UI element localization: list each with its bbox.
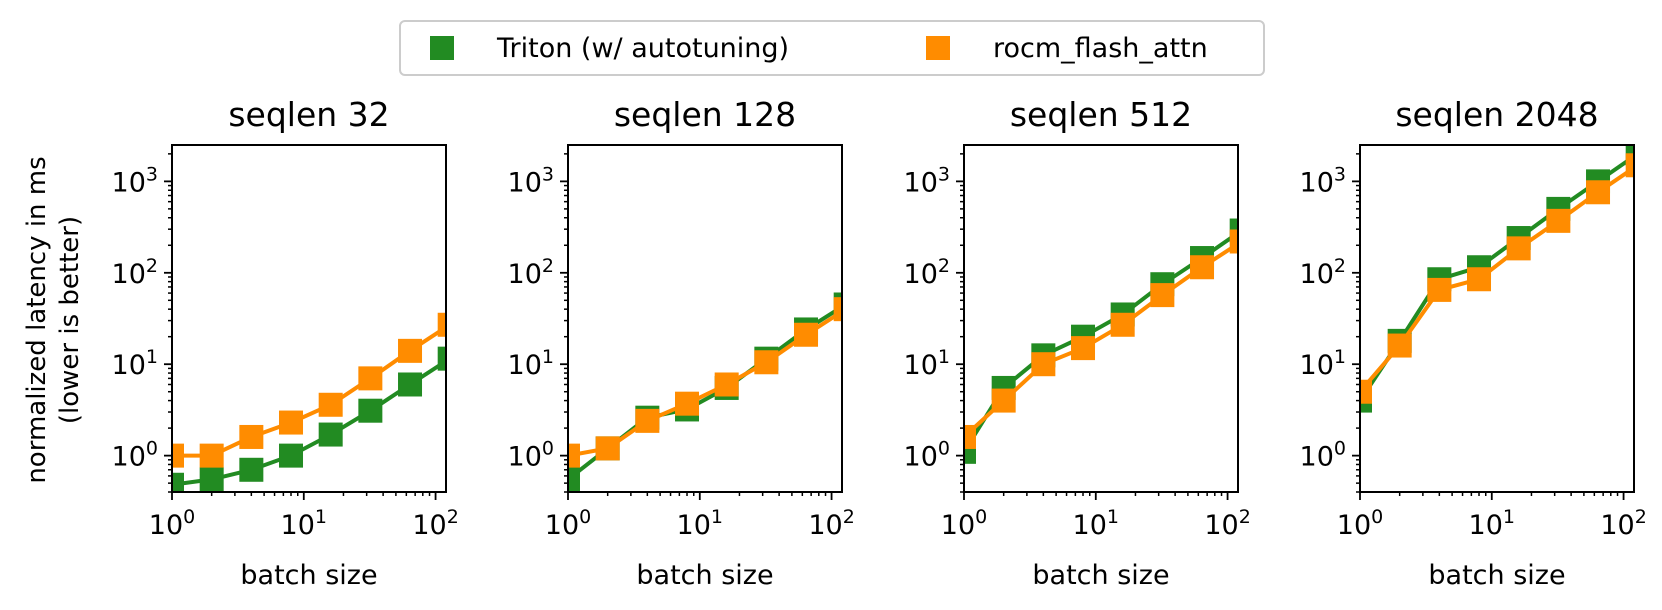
y-tick-label: 100	[112, 438, 158, 473]
x-tick-label: 100	[149, 506, 195, 541]
data-point	[1586, 180, 1611, 205]
panel-3: seqlen 2048 batch size 100 101 102 100 101 102 1…	[1300, 95, 1647, 591]
x-tick-label: 101	[677, 506, 723, 541]
x-tick-label: 101	[1469, 506, 1515, 541]
data-point	[1190, 255, 1215, 280]
data-point	[318, 392, 343, 417]
data-point	[1427, 277, 1452, 302]
data-point	[437, 346, 446, 371]
y-tick-label: 101	[112, 346, 158, 381]
x-tick-label: 100	[941, 506, 987, 541]
legend-label-1: rocm_flash_attn	[993, 33, 1208, 64]
data-point	[1467, 267, 1492, 292]
y-tick-label: 102	[1300, 255, 1346, 290]
data-point	[1229, 229, 1238, 254]
y-axis-label-line2: (lower is better)	[55, 216, 85, 424]
data-point	[437, 312, 446, 337]
data-point	[991, 388, 1016, 413]
data-point	[172, 443, 184, 468]
x-axis-label: batch size	[636, 560, 773, 591]
x-tick-label: 100	[1337, 506, 1383, 541]
data-point	[318, 422, 343, 447]
data-point	[1031, 352, 1056, 377]
y-tick-label: 103	[112, 163, 158, 198]
y-tick-label: 103	[508, 163, 554, 198]
panel-title: seqlen 2048	[1395, 95, 1598, 134]
panel-data	[1360, 145, 1634, 413]
data-point	[279, 443, 304, 468]
data-point	[358, 366, 383, 391]
legend-box: Triton (w/ autotuning) rocm_flash_attn	[399, 20, 1265, 76]
x-tick-label: 102	[1204, 506, 1250, 541]
legend-label-0: Triton (w/ autotuning)	[496, 33, 789, 64]
data-point	[239, 424, 264, 449]
y-axis-label: normalized latency in ms (lower is better…	[22, 156, 85, 483]
data-point	[1506, 236, 1531, 261]
x-tick-label: 101	[1073, 506, 1119, 541]
plot-frame	[1359, 144, 1635, 493]
data-point	[239, 457, 264, 482]
panel-1: seqlen 128 batch size 100 101 102 100 101 102 10…	[508, 95, 855, 591]
x-tick-label: 102	[412, 506, 458, 541]
y-tick-label: 101	[904, 346, 950, 381]
data-point	[1387, 333, 1412, 358]
data-point	[1071, 336, 1096, 361]
panel-data	[964, 218, 1238, 464]
y-tick-label: 102	[904, 255, 950, 290]
data-point	[279, 410, 304, 435]
data-point	[635, 408, 660, 433]
x-axis-label: batch size	[240, 560, 377, 591]
data-point	[1546, 208, 1571, 233]
panel-title: seqlen 32	[228, 95, 389, 134]
x-axis-label: batch size	[1032, 560, 1169, 591]
data-point	[794, 322, 819, 347]
y-tick-label: 102	[508, 255, 554, 290]
x-axis-label: batch size	[1428, 560, 1565, 591]
panel-title: seqlen 128	[614, 95, 796, 134]
panel-title: seqlen 512	[1010, 95, 1192, 134]
data-point	[714, 372, 739, 397]
data-point	[398, 338, 423, 363]
data-point	[199, 443, 224, 468]
x-tick-label: 100	[545, 506, 591, 541]
y-tick-label: 102	[112, 255, 158, 290]
legend-marker-1	[926, 36, 950, 60]
data-point	[1150, 283, 1175, 308]
y-axis-label-line1: normalized latency in ms	[22, 156, 52, 483]
legend-marker-0	[430, 36, 454, 60]
y-tick-label: 101	[1300, 346, 1346, 381]
plot-frame	[171, 144, 447, 493]
data-point	[1625, 153, 1634, 178]
data-point	[964, 424, 976, 449]
data-point	[398, 372, 423, 397]
panel-0: seqlen 32 batch size 100 101 102 100 101 102 103	[112, 95, 459, 591]
y-tick-label: 101	[508, 346, 554, 381]
data-point	[568, 467, 580, 492]
data-point	[1360, 379, 1372, 404]
data-point	[1110, 312, 1135, 337]
y-tick-label: 103	[1300, 163, 1346, 198]
y-tick-label: 100	[904, 438, 950, 473]
data-point	[754, 350, 779, 375]
y-tick-label: 100	[1300, 438, 1346, 473]
panel-2: seqlen 512 batch size 100 101 102 100 101 102 10…	[904, 95, 1251, 591]
data-point	[568, 443, 580, 468]
x-tick-label: 102	[808, 506, 854, 541]
y-tick-label: 100	[508, 438, 554, 473]
y-tick-label: 103	[904, 163, 950, 198]
panel-data	[172, 312, 446, 492]
x-tick-label: 102	[1600, 506, 1646, 541]
plot-frame	[963, 144, 1239, 493]
legend-frame	[399, 20, 1265, 76]
panel-data	[568, 292, 842, 492]
data-point	[199, 467, 224, 492]
data-point	[172, 472, 184, 492]
data-point	[833, 297, 842, 322]
plot-frame	[567, 144, 843, 493]
data-point	[595, 436, 620, 461]
data-point	[675, 391, 700, 416]
data-point	[358, 398, 383, 423]
x-tick-label: 101	[281, 506, 327, 541]
